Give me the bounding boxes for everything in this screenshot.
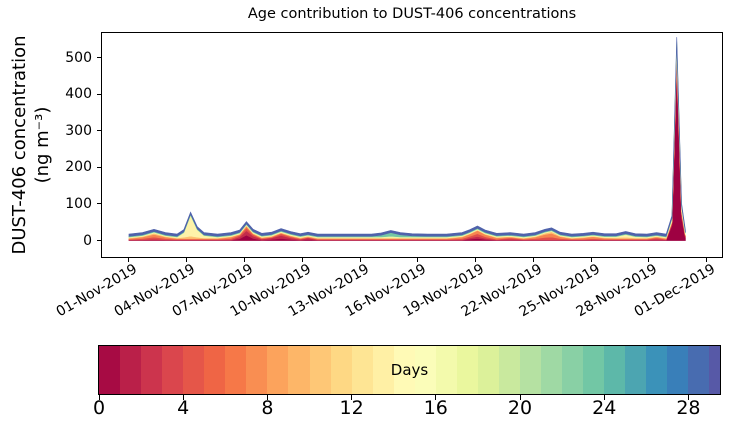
colorbar-cell-day-6 xyxy=(225,346,247,394)
colorbar-cell-day-7 xyxy=(246,346,268,394)
x-tick-mark xyxy=(128,258,130,262)
y-tick-label: 400 xyxy=(65,86,92,103)
colorbar-cell-day-8 xyxy=(267,346,289,394)
colorbar-tick-label: 24 xyxy=(592,397,617,419)
y-axis-label-line1: DUST-406 concentration xyxy=(8,35,30,255)
x-tick-mark xyxy=(475,258,477,262)
x-tick-mark xyxy=(706,258,708,262)
colorbar-cell-day-29 xyxy=(709,346,720,394)
colorbar-cell-day-28 xyxy=(688,346,710,394)
colorbar-tick-label: 8 xyxy=(261,397,274,419)
colorbar-cell-day-22 xyxy=(562,346,584,394)
y-tick-mark xyxy=(97,203,101,205)
y-tick-label: 500 xyxy=(65,49,92,66)
colorbar-cell-day-17 xyxy=(456,346,479,394)
colorbar-tick-mark xyxy=(351,395,353,400)
colorbar-cell-day-24 xyxy=(604,346,626,394)
x-tick-mark xyxy=(417,258,419,262)
colorbar-tick-mark xyxy=(435,395,437,400)
colorbar-cell-day-25 xyxy=(625,346,647,394)
colorbar xyxy=(99,346,720,394)
colorbar-tick-mark xyxy=(266,395,268,400)
y-tick-label: 200 xyxy=(65,159,92,176)
colorbar-tick-mark xyxy=(603,395,605,400)
y-axis-label-line2: (ng m⁻³) xyxy=(32,106,53,184)
chart-title: Age contribution to DUST-406 concentrati… xyxy=(247,6,577,22)
colorbar-cell-day-15 xyxy=(414,346,437,394)
y-tick-label: 100 xyxy=(65,195,92,212)
colorbar-tick-label: 16 xyxy=(423,397,448,419)
colorbar-cell-day-26 xyxy=(646,346,668,394)
y-tick-label: 300 xyxy=(65,122,92,139)
x-tick-mark xyxy=(301,258,303,262)
colorbar-cell-day-18 xyxy=(477,346,500,394)
axes-border xyxy=(101,32,723,258)
x-tick-mark xyxy=(532,258,534,262)
colorbar-tick-mark xyxy=(98,395,100,400)
colorbar-cell-day-2 xyxy=(141,346,163,394)
colorbar-cell-day-4 xyxy=(183,346,205,394)
colorbar-tick-label: 0 xyxy=(92,397,106,419)
colorbar-cell-day-9 xyxy=(288,346,310,394)
y-tick-mark xyxy=(97,57,101,59)
x-tick-mark xyxy=(648,258,650,262)
colorbar-cell-day-11 xyxy=(330,346,353,394)
colorbar-tick-label: 12 xyxy=(339,397,364,419)
colorbar-cell-day-12 xyxy=(351,346,374,394)
y-tick-mark xyxy=(97,93,101,95)
stack-layer-28.5d xyxy=(128,37,686,237)
x-tick-mark xyxy=(243,258,245,262)
colorbar-tick-mark xyxy=(519,395,521,400)
colorbar-cell-day-0 xyxy=(99,346,121,394)
colorbar-tick-label: 4 xyxy=(177,397,190,419)
x-tick-mark xyxy=(590,258,592,262)
y-axis-label: DUST-406 concentration (ng m⁻³) xyxy=(8,35,54,254)
colorbar-cell-day-5 xyxy=(204,346,226,394)
colorbar-tick-label: 20 xyxy=(507,397,533,419)
colorbar-cell-day-16 xyxy=(435,346,458,394)
colorbar-cell-day-19 xyxy=(498,346,521,394)
colorbar-cell-day-1 xyxy=(120,346,142,394)
y-tick-mark xyxy=(97,240,101,242)
colorbar-cell-day-21 xyxy=(541,346,563,394)
colorbar-cell-day-3 xyxy=(162,346,184,394)
y-tick-mark xyxy=(97,166,101,168)
y-tick-mark xyxy=(97,130,101,132)
colorbar-cell-day-10 xyxy=(309,346,332,394)
colorbar-cell-day-23 xyxy=(583,346,605,394)
colorbar-cell-day-14 xyxy=(393,346,416,394)
colorbar-cell-day-13 xyxy=(372,346,395,394)
colorbar-cell-day-20 xyxy=(520,346,542,394)
colorbar-tick-label: 28 xyxy=(676,397,701,419)
colorbar-tick-mark xyxy=(687,395,689,400)
x-tick-mark xyxy=(186,258,188,262)
colorbar-tick-mark xyxy=(182,395,184,400)
x-tick-mark xyxy=(359,258,361,262)
stacked-area-plot xyxy=(128,37,686,241)
colorbar-label: Days xyxy=(390,361,429,379)
colorbar-cell-day-27 xyxy=(667,346,689,394)
y-tick-label: 0 xyxy=(83,232,92,249)
